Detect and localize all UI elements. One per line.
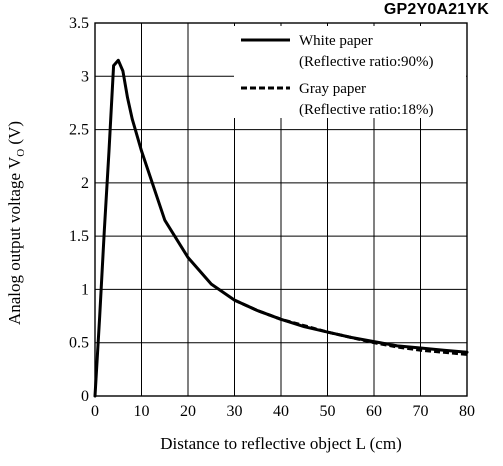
y-tick-label: 1 [81, 281, 89, 298]
x-tick-label: 30 [227, 403, 243, 420]
y-axis-label-main: Analog output voltage V [4, 156, 24, 326]
plot-frame [94, 22, 468, 397]
legend-label-white-paper: White paper [299, 33, 373, 49]
x-tick-label: 0 [91, 403, 99, 420]
x-tick-label: 50 [320, 403, 336, 420]
y-tick-label: 3 [81, 68, 89, 85]
series-line-white-paper [93, 58, 469, 398]
x-tick-label: 80 [459, 403, 475, 420]
legend-label-gray-paper: Gray paper [299, 81, 366, 97]
y-tick-label: 0 [81, 388, 89, 405]
x-axis-label: Distance to reflective object L (cm) [160, 434, 402, 453]
y-axis-label-unit: (V) [4, 120, 24, 149]
y-tick-label: 1.5 [69, 228, 89, 245]
legend-sublabel-white-paper: (Reflective ratio:90%) [299, 54, 434, 70]
legend-sublabel-gray-paper: (Reflective ratio:18%) [299, 102, 434, 118]
series-line-gray-paper [233, 298, 468, 356]
x-tick-label: 60 [366, 403, 382, 420]
y-tick-label: 2.5 [69, 122, 89, 139]
legend: White paper (Reflective ratio:90%) Gray … [234, 26, 466, 118]
x-tick-label: 40 [273, 403, 289, 420]
y-axis-label: Analog output voltage VO (V) [5, 121, 27, 325]
series-layer [93, 58, 469, 398]
y-axis-label-subscript: O [15, 148, 28, 157]
chart-title: GP2Y0A21YK [383, 1, 489, 18]
y-tick-label: 0.5 [69, 335, 89, 352]
tick-labels: 0 10 20 30 40 50 60 70 80 0 0.5 1 1.5 2 2.5 3 3.5 [69, 15, 475, 420]
x-tick-label: 10 [134, 403, 150, 420]
y-tick-label: 3.5 [69, 15, 89, 32]
y-tick-label: 2 [81, 175, 89, 192]
x-tick-label: 70 [413, 403, 429, 420]
x-tick-label: 20 [180, 403, 196, 420]
